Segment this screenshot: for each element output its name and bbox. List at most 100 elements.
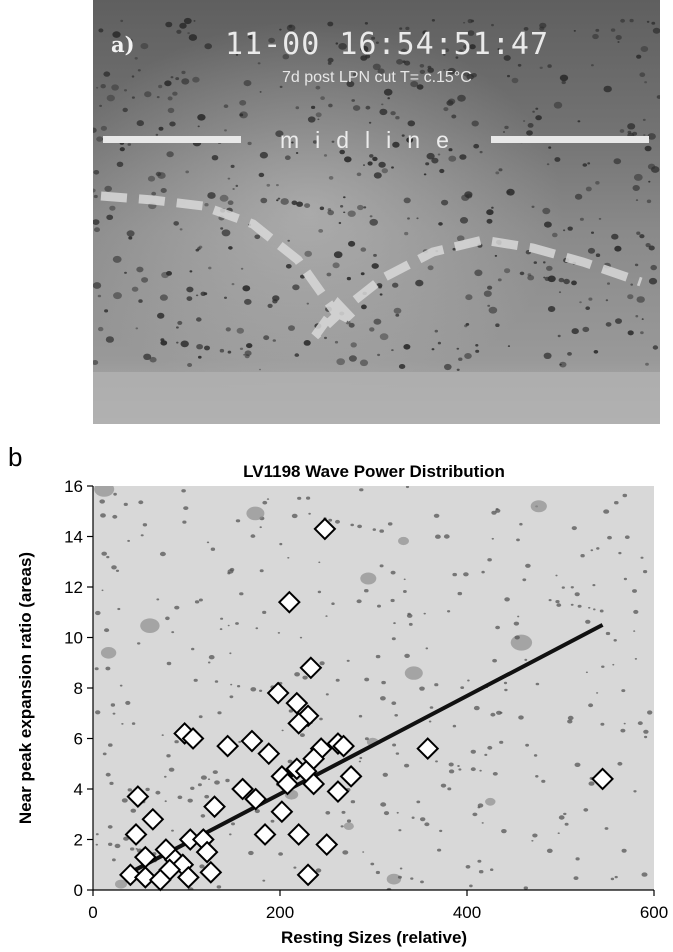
cell-spot [465,193,473,199]
background-spot [622,493,628,498]
cell-spot [547,64,552,68]
cell-spot [333,251,343,259]
cell-spot [605,322,612,327]
cell-spot [523,27,529,31]
axes: 0 2 4 6 8 10 12 14 16 0 200 400 600 [64,477,668,922]
background-spot [350,800,356,804]
y-tick-label: 10 [64,629,83,648]
cell-spot [415,279,424,287]
cell-spot [328,176,334,180]
background-spot [325,693,329,696]
background-spot [644,735,648,739]
cell-spot [571,328,579,335]
background-spot [484,753,488,756]
cell-spot [303,340,311,346]
background-spot [358,760,362,763]
cell-spot [554,157,561,162]
y-tick-label: 0 [74,881,83,900]
cell-spot [504,268,511,274]
background-spot [137,642,141,645]
background-spot [193,678,198,682]
cell-spot [193,20,196,22]
background-spot [319,661,325,666]
cell-spot [128,236,133,240]
background-spot [343,822,354,830]
background-spot [396,811,399,814]
background-spot [531,840,534,842]
cell-spot [595,28,600,32]
cell-spot [239,100,247,106]
cell-spot [504,125,509,130]
background-spot [617,761,623,766]
background-spot [377,604,381,608]
cell-spot [240,267,244,270]
background-spot [429,706,434,709]
background-spot [517,615,520,618]
background-spot [199,864,205,869]
cell-spot [610,28,616,32]
background-spot [165,616,170,621]
data-point-diamond [416,737,440,761]
background-spot [420,817,426,822]
background-spot [563,812,567,816]
background-spot [546,848,553,853]
cell-spot [439,168,445,174]
background-spot [614,875,618,879]
cell-spot [405,26,410,31]
background-spot [477,859,482,863]
background-spot [435,534,441,539]
data-point-diamond [296,863,320,887]
background-spot [448,762,454,767]
cell-spot [287,239,290,242]
cell-spot [96,86,99,89]
background-spot [121,798,128,803]
background-spot [419,686,425,691]
cell-spot [136,266,144,273]
background-spot [485,797,496,806]
background-spot [325,811,331,815]
cell-spot [574,193,583,200]
background-spot [190,786,195,790]
cell-spot [94,227,100,233]
background-spot [227,569,234,574]
cell-spot [360,272,365,276]
background-spot [235,519,241,523]
cell-spot [558,277,565,283]
cell-spot [511,77,519,84]
background-spot [573,876,579,880]
cell-spot [404,231,409,236]
background-spot [404,666,423,680]
cell-spot [464,324,468,328]
cell-spot [112,255,122,263]
background-spot [613,639,617,642]
y-tick-label: 12 [64,578,83,597]
background-spot [561,586,565,589]
data-point-diamond [277,590,301,614]
cell-spot [611,233,619,240]
cell-spot [615,35,622,40]
background-spot [614,501,619,505]
cell-spot [474,269,483,277]
background-spot [570,603,574,606]
cell-spot [567,226,573,231]
data-point-diamond [199,860,223,884]
cell-spot [393,307,402,314]
cell-spot [160,340,168,346]
cell-spot [320,96,325,100]
background-spot [558,815,565,820]
cell-spot [369,218,379,226]
cell-spot [306,302,309,305]
background-spot [281,729,284,732]
cell-spot [629,18,634,23]
background-spot [207,661,211,664]
cell-spot [527,123,534,128]
cell-spot [650,264,657,271]
background-spot [197,783,202,787]
background-spot [618,551,622,555]
cell-spot [392,282,399,288]
cell-spot [327,210,334,216]
cell-spot [196,317,202,322]
cell-spot [318,229,324,233]
background-spot [495,508,501,513]
cell-spot [544,221,552,228]
